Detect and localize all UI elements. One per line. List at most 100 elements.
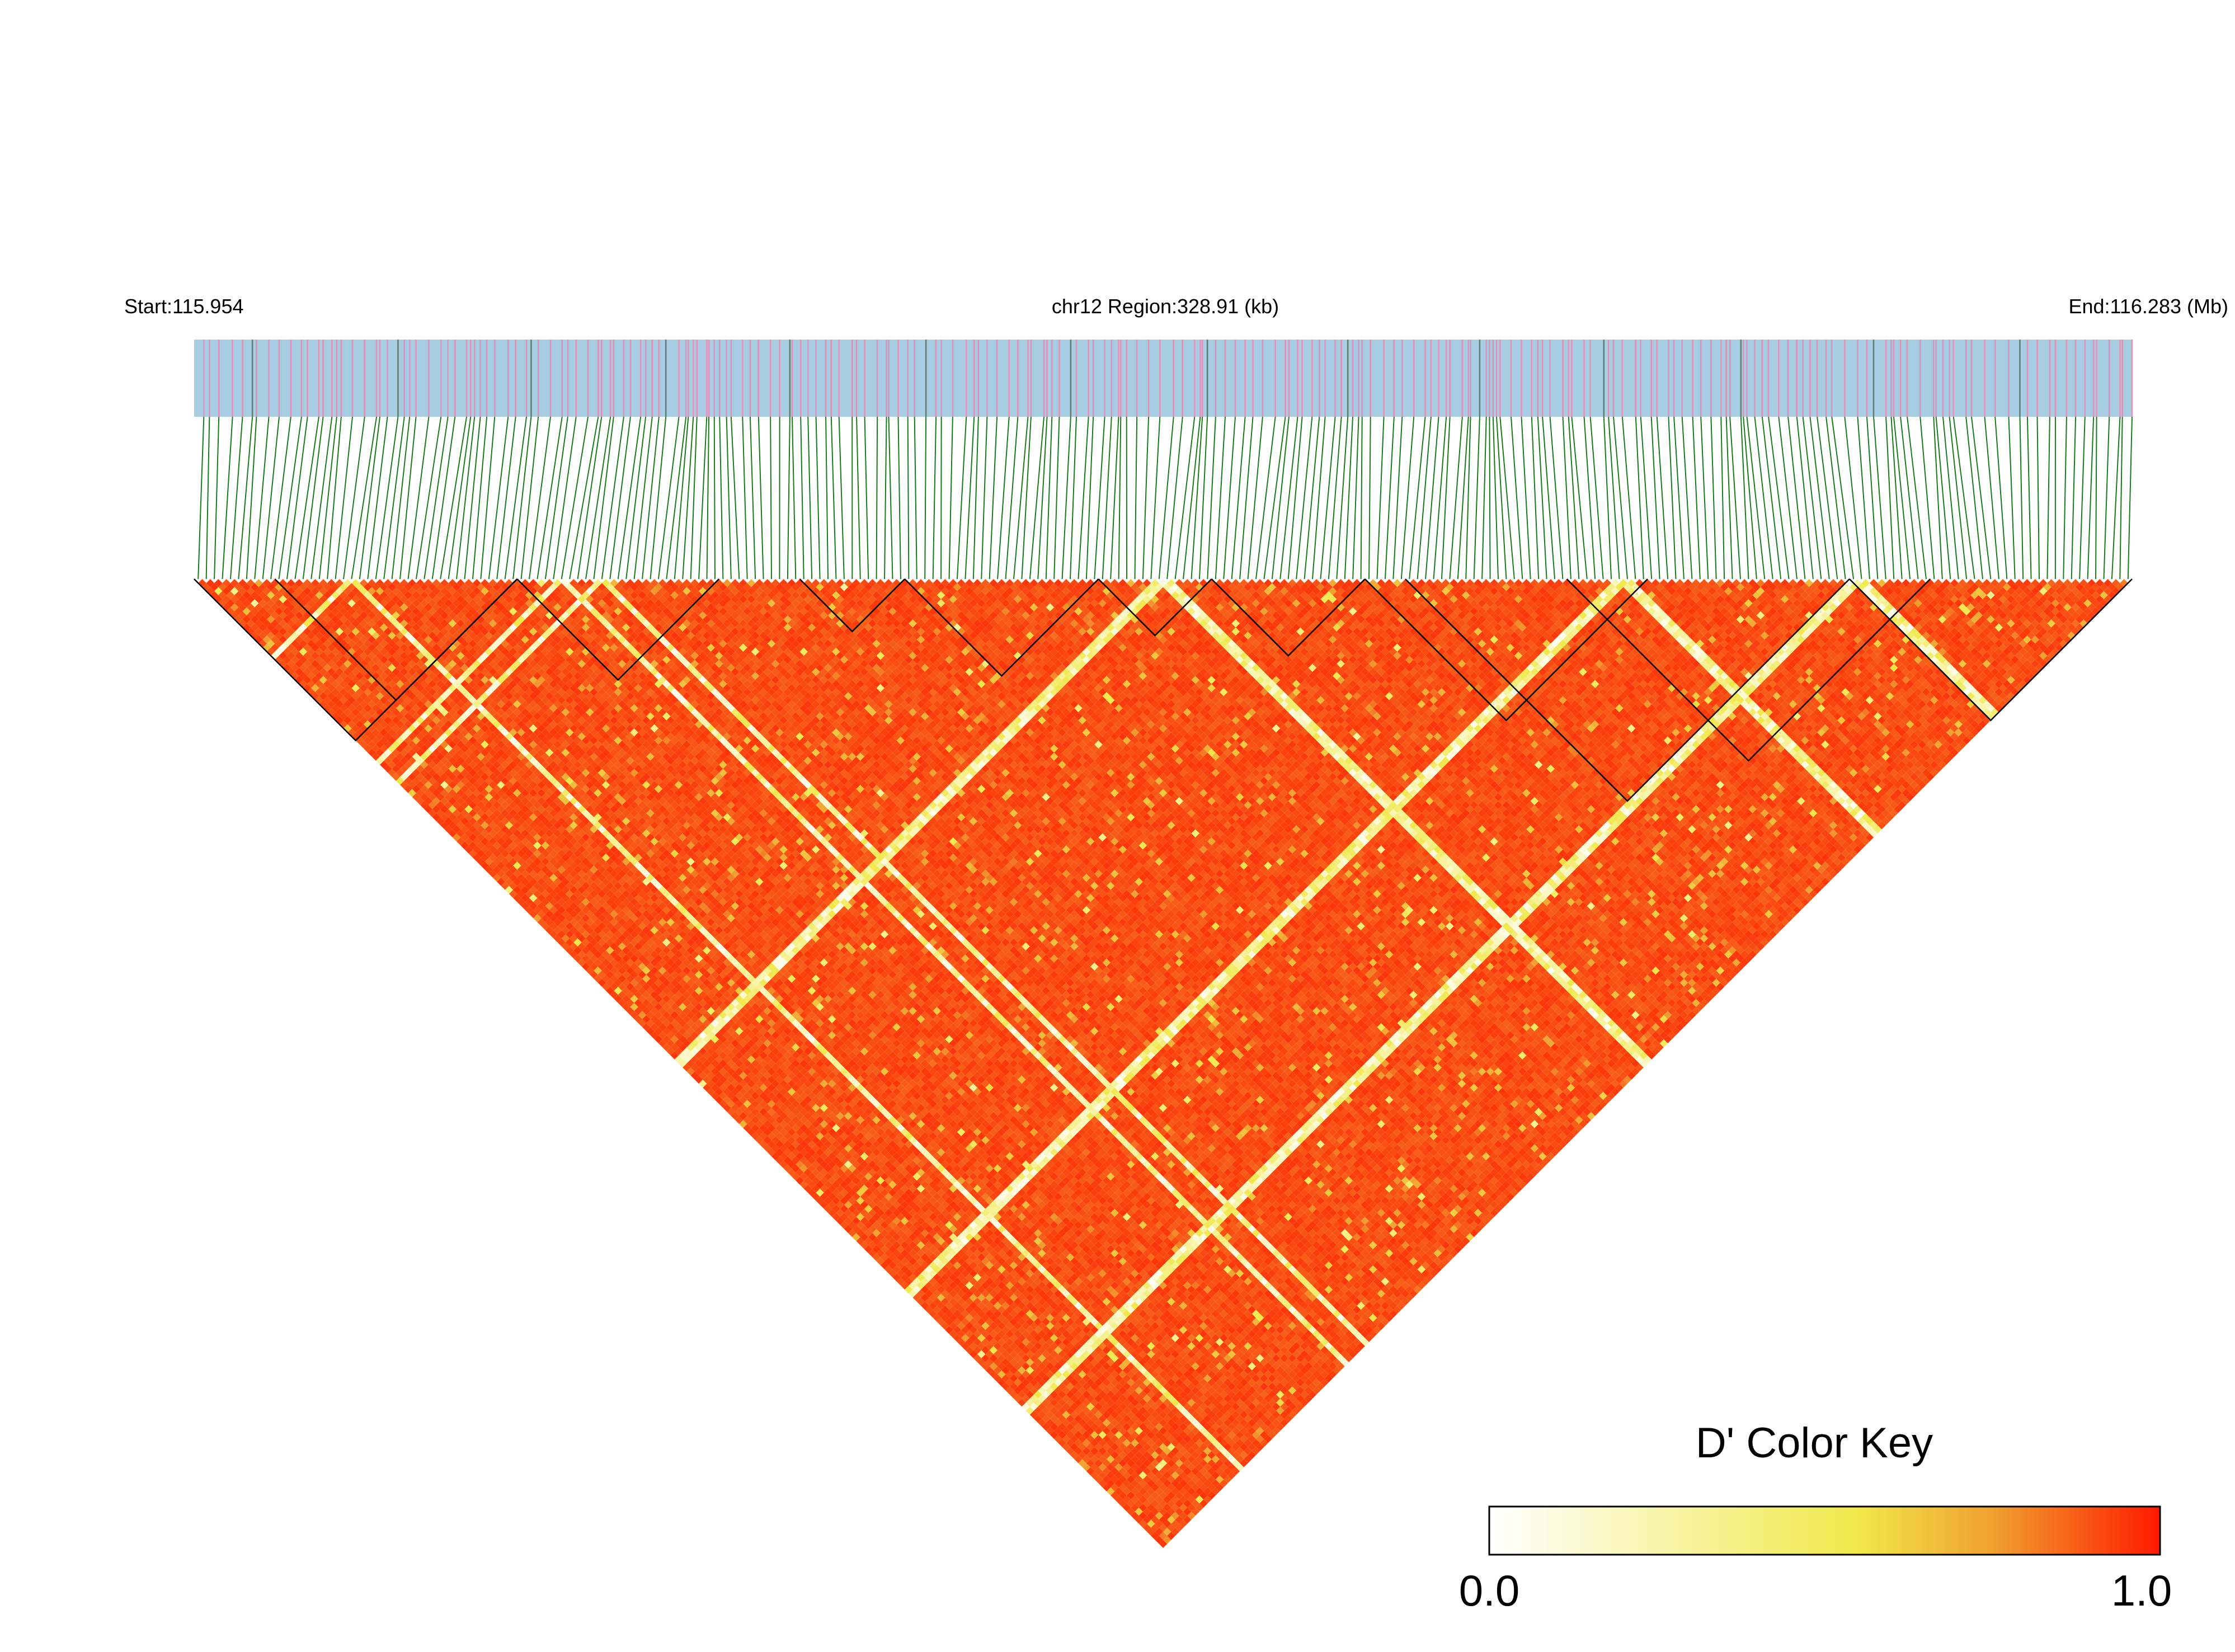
snp-connector: [898, 417, 901, 579]
snp-connector: [1721, 417, 1724, 579]
snp-connector: [1296, 417, 1312, 579]
snp-connector: [1867, 417, 1878, 579]
snp-connector: [1900, 417, 1918, 579]
snp-connector: [750, 417, 755, 579]
snp-connector: [1755, 417, 1773, 579]
snp-connector: [1425, 417, 1438, 579]
snp-connector: [1207, 417, 1215, 579]
snp-connector: [915, 417, 917, 579]
snp-connector: [303, 417, 323, 579]
snp-connector: [839, 417, 844, 579]
snp-connector: [351, 417, 377, 579]
snp-connector: [884, 417, 886, 579]
snp-connector: [1674, 417, 1684, 579]
snp-connector: [949, 417, 953, 579]
snp-connector: [1538, 417, 1547, 579]
snp-connector: [1046, 417, 1052, 579]
ld-heatmap: [198, 579, 2128, 1548]
snp-connector: [255, 417, 269, 579]
snp-connector: [1022, 417, 1031, 579]
snp-connector: [1874, 417, 1886, 579]
snp-connector: [1442, 417, 1450, 579]
snp-connector: [2128, 417, 2132, 579]
snp-connector: [2079, 417, 2085, 579]
snp-connector: [957, 417, 966, 579]
snp-connector: [719, 417, 723, 579]
snp-connector: [1591, 417, 1603, 579]
snp-connector: [973, 417, 978, 579]
snp-connector: [1167, 417, 1183, 579]
snp-connector: [865, 417, 869, 579]
snp-connector: [2088, 417, 2094, 579]
snp-connector: [941, 417, 942, 579]
snp-connector: [1711, 417, 1716, 579]
snp-connector: [888, 417, 892, 579]
snp-connector: [831, 417, 836, 579]
snp-connector: [408, 417, 429, 579]
snp-connector: [594, 417, 613, 579]
snp-connector: [707, 417, 709, 579]
snp-connector: [1070, 417, 1076, 579]
snp-connector: [1353, 417, 1358, 579]
snp-connector: [1788, 417, 1805, 579]
snp-connector: [1119, 417, 1121, 579]
snp-connector: [1489, 417, 1490, 579]
snp-connector: [1701, 417, 1708, 579]
snp-connector: [1920, 417, 1934, 579]
snp-connector: [489, 417, 508, 579]
snp-connector: [1240, 417, 1253, 579]
snp-connector: [263, 417, 279, 579]
snp-connector: [1497, 417, 1506, 579]
snp-connector: [1622, 417, 1636, 579]
snp-connector: [1493, 417, 1498, 579]
snp-connector: [1741, 417, 1749, 579]
snp-connector: [990, 417, 997, 579]
snp-connector: [2047, 417, 2049, 579]
snp-connector: [826, 417, 828, 579]
snp-connector: [360, 417, 380, 579]
snp-connector: [481, 417, 495, 579]
snp-connector: [1135, 417, 1137, 579]
snp-connector: [816, 417, 820, 579]
snp-connector: [344, 417, 365, 579]
snp-connector: [2038, 417, 2039, 579]
snp-connector: [727, 417, 731, 579]
snp-connector: [857, 417, 860, 579]
snp-connector: [1668, 417, 1676, 579]
snp-connector: [1216, 417, 1225, 579]
snp-connector: [2072, 417, 2076, 579]
snp-connector: [336, 417, 352, 579]
snp-connector: [1418, 417, 1431, 579]
snp-connector: [1030, 417, 1044, 579]
snp-connector: [788, 417, 790, 579]
snp-connector: [1797, 417, 1813, 579]
snp-connector: [1613, 417, 1627, 579]
snp-connector: [1907, 417, 1926, 579]
snp-connector: [416, 417, 441, 579]
snp-connector: [473, 417, 487, 579]
snp-connector: [965, 417, 974, 579]
snp-connector: [2020, 417, 2024, 579]
snp-connector: [1248, 417, 1263, 579]
snp-connector: [714, 417, 715, 579]
snp-connector: [759, 417, 764, 579]
snp-connector: [1256, 417, 1276, 579]
snp-connector: [742, 417, 747, 579]
snp-connector: [1693, 417, 1700, 579]
snp-connector: [908, 417, 909, 579]
snp-connector: [1521, 417, 1530, 579]
snp-connector: [214, 417, 219, 579]
snp-connector: [1143, 417, 1149, 579]
snp-connector: [1532, 417, 1538, 579]
snp-connector: [1377, 417, 1384, 579]
snp-connector: [497, 417, 515, 579]
snp-connector: [1385, 417, 1394, 579]
region-label: chr12 Region:328.91 (kb): [1052, 295, 1279, 318]
snp-connector: [537, 417, 562, 579]
snp-connector: [1103, 417, 1112, 579]
snp-connector: [1159, 417, 1174, 579]
snp-connector: [1434, 417, 1447, 579]
snp-connector: [206, 417, 210, 579]
snp-connector: [1511, 417, 1522, 579]
snp-connector: [1550, 417, 1563, 579]
